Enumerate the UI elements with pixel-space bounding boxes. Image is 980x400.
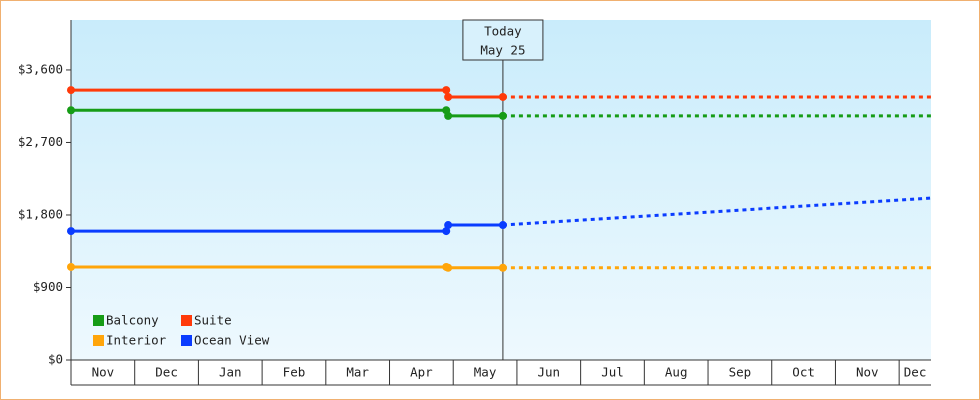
x-tick-label: Nov [856,365,879,380]
x-tick-label: Jan [219,365,242,380]
point [444,111,453,120]
point [444,221,453,230]
x-tick-label: Mar [346,365,369,380]
legend-label: Suite [194,313,232,328]
point [498,92,507,101]
today-box [462,19,544,61]
x-tick-label: Dec [155,365,178,380]
y-tick-label: $1,800 [18,206,63,221]
y-tick-label: $900 [33,279,63,294]
point [67,86,75,95]
y-tick-label: $3,600 [18,61,63,76]
point [444,263,453,272]
point [67,262,75,271]
x-tick-label: Nov [92,365,115,380]
legend-label: Interior [106,333,167,348]
point [498,263,507,272]
point [67,106,75,115]
x-tick-label: Oct [792,365,815,380]
legend-label: Balcony [106,313,159,328]
legend-swatch [93,335,104,346]
x-tick-label: Feb [283,365,306,380]
today-date: May 25 [480,43,525,58]
plot-area [71,20,931,360]
legend-swatch [181,315,192,326]
y-tick-label: $2,700 [18,134,63,149]
legend-swatch [93,315,104,326]
x-tick-label: Dec [904,365,927,380]
x-tick-label: May [474,365,497,380]
legend-label: Ocean View [194,333,270,348]
point [498,111,507,120]
x-tick-label: Jul [601,365,624,380]
x-tick-label: Apr [410,365,433,380]
point [442,227,451,236]
today-label: Today [484,24,522,39]
price-line [71,265,503,270]
legend-swatch [181,335,192,346]
point [498,221,507,230]
x-tick-label: Aug [665,365,688,380]
point [442,86,451,95]
point [444,92,453,101]
point [67,227,75,236]
y-tick-label: $0 [48,352,63,367]
x-tick-label: Sep [729,365,752,380]
x-tick-label: Jun [537,365,560,380]
